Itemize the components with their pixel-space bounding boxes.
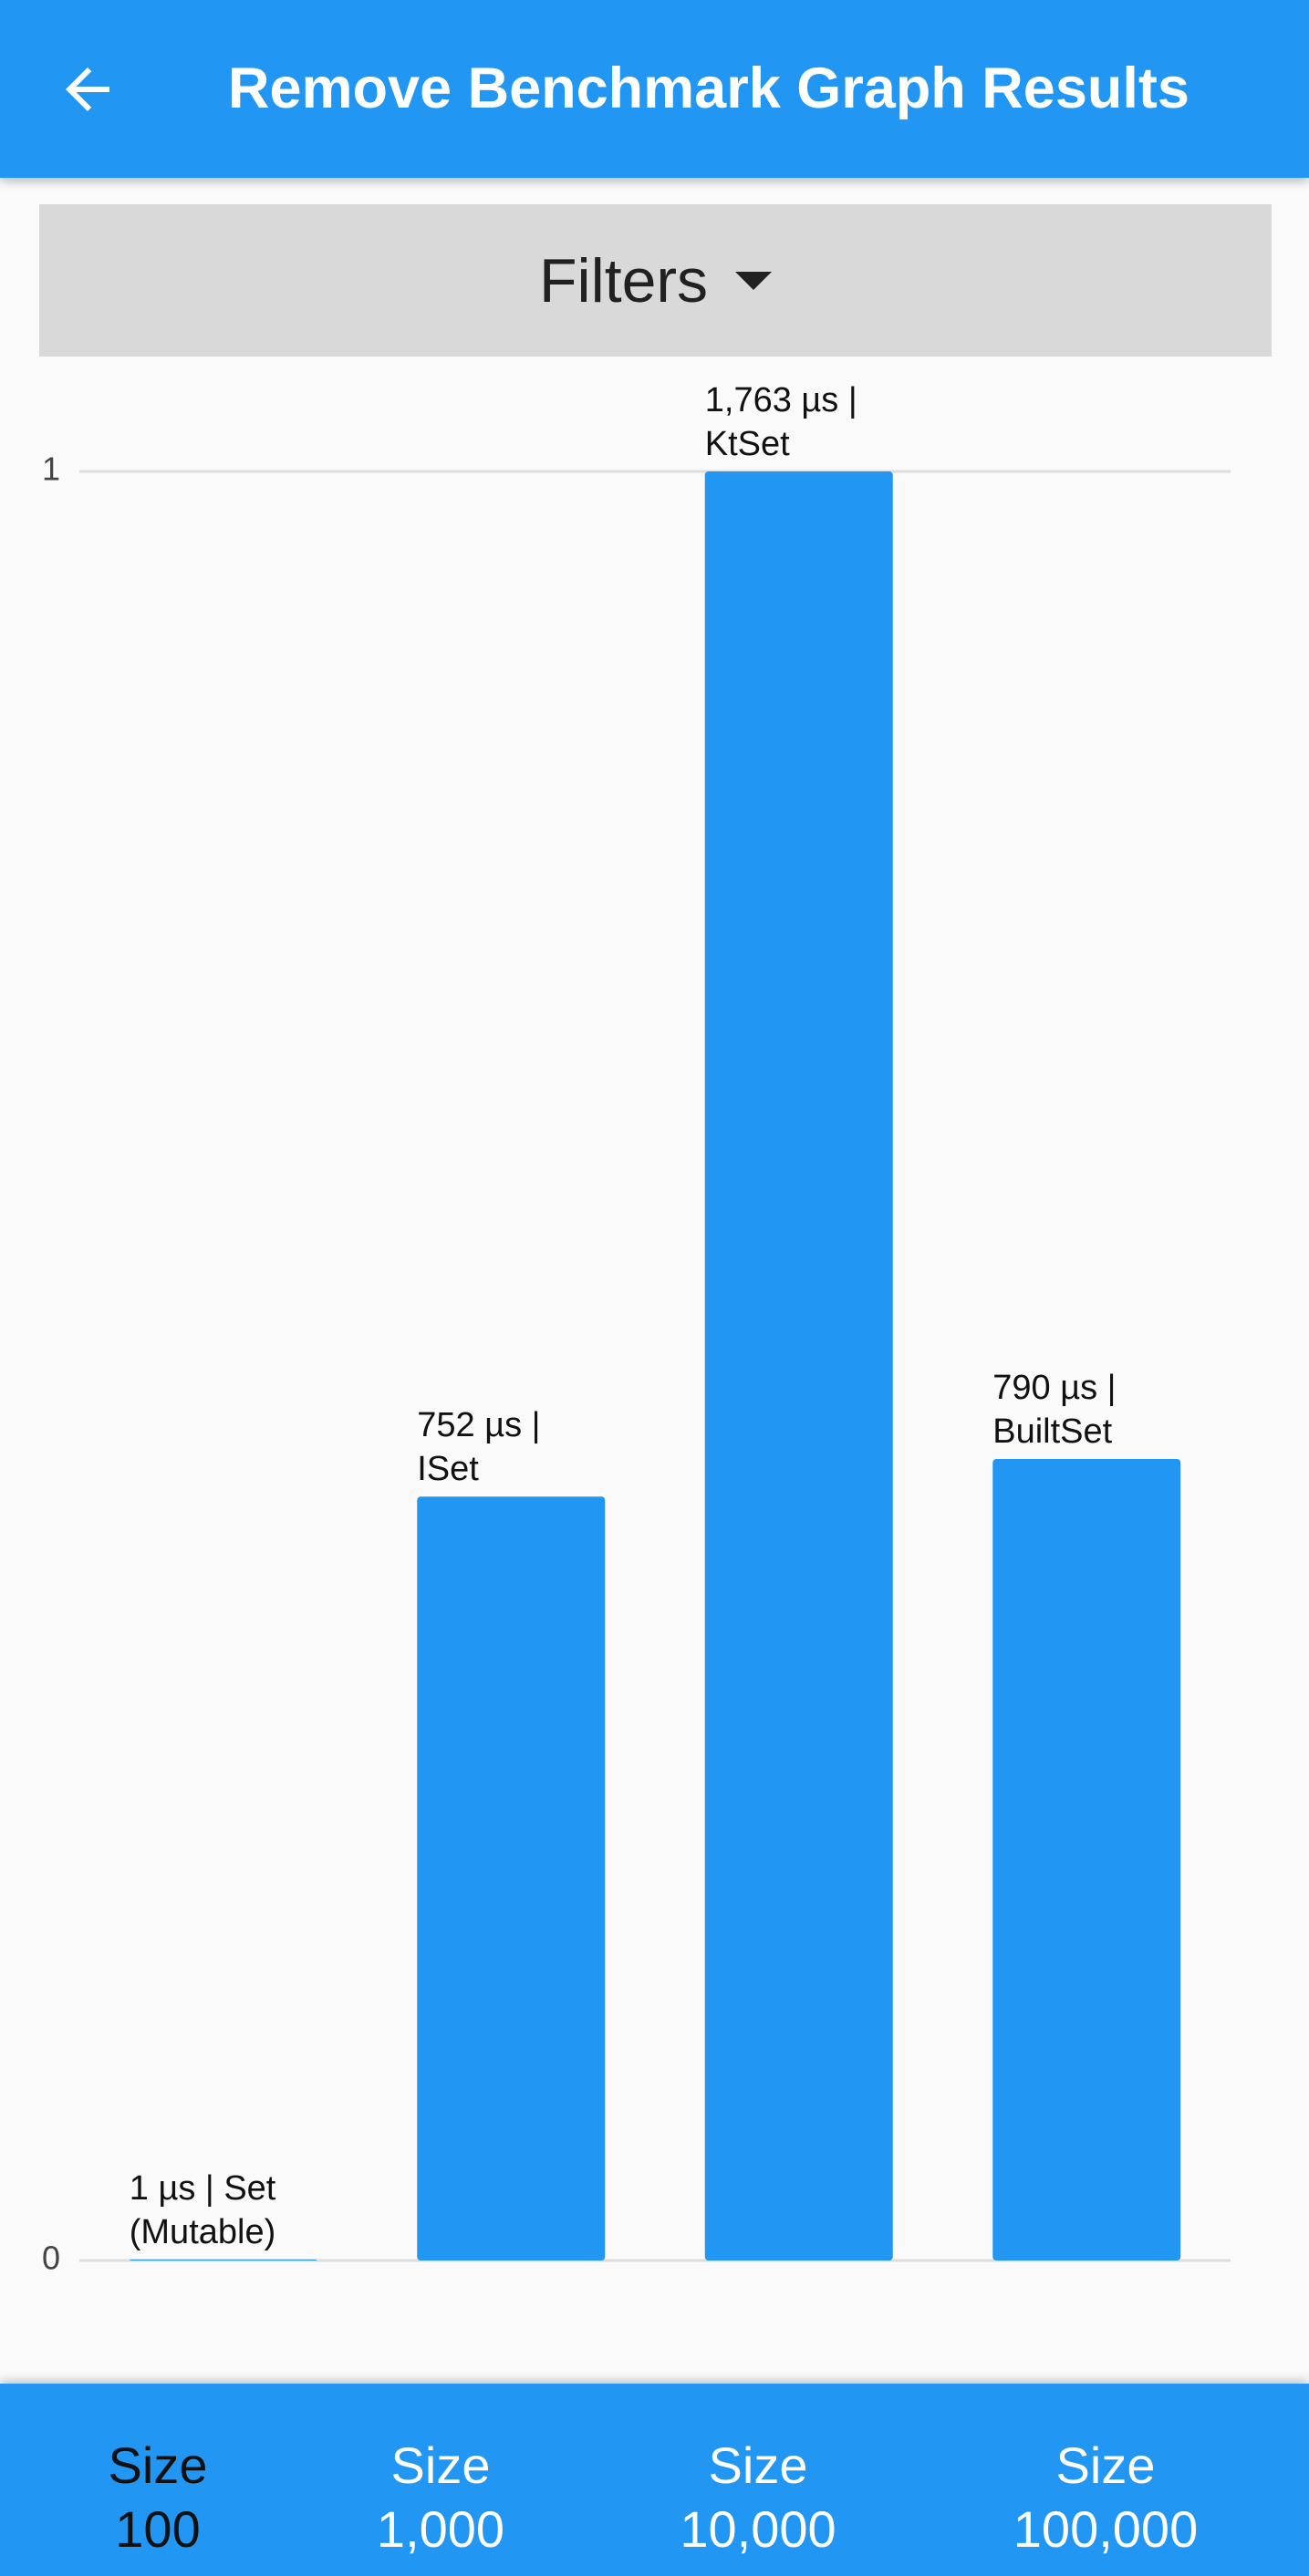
bar-label: 1 µs | Set (Mutable) [129,2168,276,2251]
y-tick-label: 1 [42,450,60,488]
bottom-nav: Size 100 Size 1,000 Size 10,000 Size 100,000 [0,2384,1309,2576]
nav-tab[interactable]: Size 100,000 [969,2384,1242,2576]
bar-label: 790 µs | BuiltSet [992,1369,1117,1452]
nav-tab[interactable]: Size 100 [21,2384,295,2576]
tab-text: Size [108,2436,208,2494]
tab-text: Size [708,2436,808,2494]
tab-text: Size [390,2436,491,2494]
bar [704,471,893,2260]
y-tick-label: 0 [42,2240,60,2277]
bar-label: 1,763 µs | KtSet [704,381,857,463]
tab-text: 100 [115,2500,201,2558]
dropdown-icon [735,271,773,290]
app-bar: Remove Benchmark Graph Results [0,0,1309,178]
bar [992,1459,1181,2260]
tab-text: 1,000 [376,2500,505,2558]
nav-tab[interactable]: Size 1,000 [304,2384,577,2576]
back-button[interactable] [55,57,120,122]
filters-label: Filters [538,245,709,316]
tab-text: 10,000 [680,2500,836,2558]
tab-text: Size [1055,2436,1156,2494]
tab-text: 100,000 [1013,2500,1199,2558]
app-title: Remove Benchmark Graph Results [228,57,1190,120]
filters-button[interactable]: Filters [39,204,1272,357]
bar-label: 752 µs | ISet [417,1406,541,1489]
nav-tab[interactable]: Size 10,000 [621,2384,895,2576]
bar [417,1496,606,2260]
